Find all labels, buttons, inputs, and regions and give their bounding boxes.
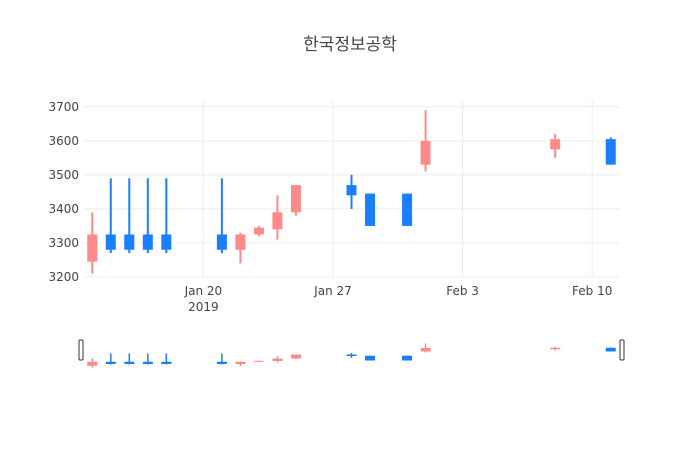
slider-candle-body (290, 354, 301, 359)
slider-candle-body (272, 358, 283, 361)
slider-candle-body (87, 361, 98, 366)
range-slider-right-handle[interactable] (619, 339, 625, 361)
candle-body (216, 234, 227, 250)
candle-body (346, 185, 357, 196)
axis-layer: 3200 3300 3400 3500 3600 3700 Jan 20 2019 Jan 27… (48, 100, 612, 314)
slider-candle-body (402, 355, 413, 361)
y-tick-label: 3200 (48, 270, 79, 284)
slider-candle-body (605, 347, 616, 352)
candle-body (161, 234, 172, 250)
candle-body (124, 234, 135, 250)
candle-body (420, 140, 431, 165)
x-tick-sublabel: 2019 (188, 300, 219, 314)
slider-candle-body (346, 354, 357, 356)
candle-body (290, 185, 301, 213)
x-tick-label: Jan 27 (313, 284, 352, 298)
chart-title: 한국정보공학 (303, 35, 397, 55)
slider-candle-body (105, 361, 116, 364)
slider-candle-body (550, 347, 561, 350)
x-tick-label: Feb 3 (446, 284, 479, 298)
y-tick-label: 3500 (48, 168, 79, 182)
candle-body (105, 234, 116, 250)
slider-candle-body (420, 348, 431, 352)
y-tick-label: 3400 (48, 202, 79, 216)
candle-body (142, 234, 153, 250)
candle-body (365, 193, 376, 226)
slider-candle-body (124, 361, 135, 364)
x-tick-label: Jan 20 (184, 284, 223, 298)
x-tick-label: Feb 10 (572, 284, 612, 298)
slider-candle-body (365, 355, 376, 361)
range-slider-left-handle[interactable] (78, 339, 84, 361)
candle-body (550, 139, 561, 150)
candle-body (402, 193, 413, 226)
y-tick-label: 3300 (48, 236, 79, 250)
y-tick-label: 3700 (48, 100, 79, 114)
slider-candle-body (253, 360, 264, 362)
slider-candle-body (235, 361, 246, 364)
candle-body (605, 139, 616, 165)
candle-body (272, 212, 283, 230)
slider-candle-body (216, 361, 227, 364)
candle-body (87, 234, 98, 262)
slider-candle-body (161, 361, 172, 364)
slider-candle-body (142, 361, 153, 364)
candle-body (253, 227, 264, 235)
candle-body (235, 234, 246, 250)
candle-layer (87, 110, 616, 274)
range-slider[interactable] (78, 339, 625, 368)
y-tick-label: 3600 (48, 134, 79, 148)
